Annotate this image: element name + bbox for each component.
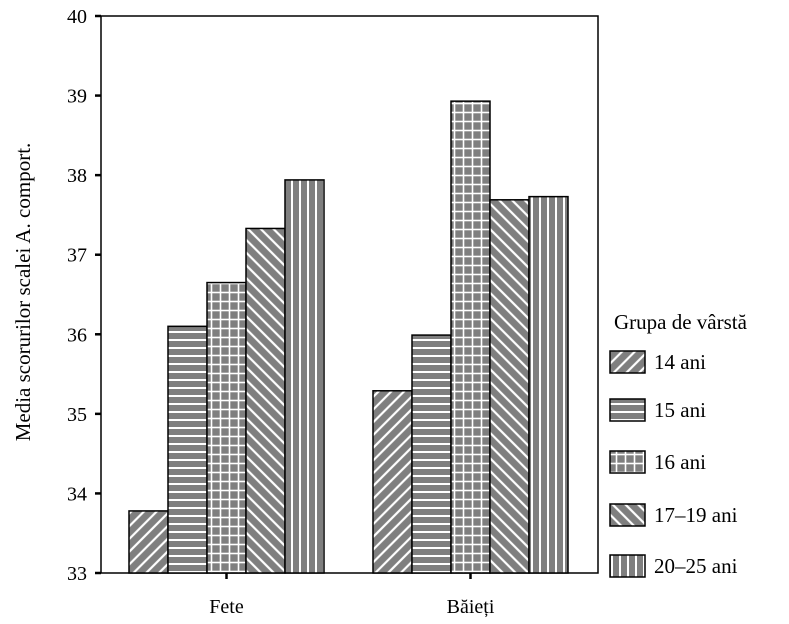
bar-fete-0	[128, 510, 169, 574]
y-tick-label: 39	[67, 86, 87, 108]
legend: 14 ani 15 ani 16 ani 17–19 ani 20–25 ani	[609, 350, 738, 578]
x-category-label: Fete	[209, 596, 244, 618]
bar-baieti-3	[489, 199, 530, 574]
legend-swatch	[609, 450, 646, 474]
y-tick-label: 35	[67, 404, 87, 426]
bar-fete-3	[245, 227, 286, 574]
legend-title: Grupa de vârstă	[614, 310, 748, 334]
legend-swatch	[609, 503, 646, 527]
y-tick-label: 38	[67, 165, 87, 187]
bars-group	[128, 100, 569, 574]
legend-label: 17–19 ani	[654, 503, 738, 527]
bar-fete-1	[167, 325, 208, 574]
y-tick-label: 34	[67, 483, 87, 505]
legend-swatch	[609, 554, 646, 578]
bar-baieti-0	[372, 390, 413, 574]
bar-baieti-4	[528, 195, 569, 574]
x-category-label: Băieți	[447, 596, 495, 618]
bar-baieti-2	[450, 100, 491, 574]
legend-label: 15 ani	[654, 398, 706, 422]
bar-baieti-1	[411, 334, 452, 574]
y-axis-title: Media scorurilor scalei A. comport.	[11, 143, 35, 442]
y-tick-label: 33	[67, 563, 87, 585]
legend-label: 16 ani	[654, 450, 706, 474]
legend-swatch	[609, 350, 646, 374]
y-tick-label: 40	[67, 6, 87, 28]
bar-fete-4	[284, 179, 325, 574]
x-axis: Fete Băieți	[209, 573, 495, 618]
legend-label: 20–25 ani	[654, 554, 738, 578]
plot-frame	[100, 15, 599, 574]
y-axis: 33 34 35 36 37 38 39 40	[67, 6, 101, 585]
bar-fete-2	[206, 281, 247, 574]
y-tick-label: 36	[67, 324, 87, 346]
y-tick-label: 37	[67, 245, 87, 267]
legend-swatch	[609, 398, 646, 422]
legend-label: 14 ani	[654, 350, 706, 374]
